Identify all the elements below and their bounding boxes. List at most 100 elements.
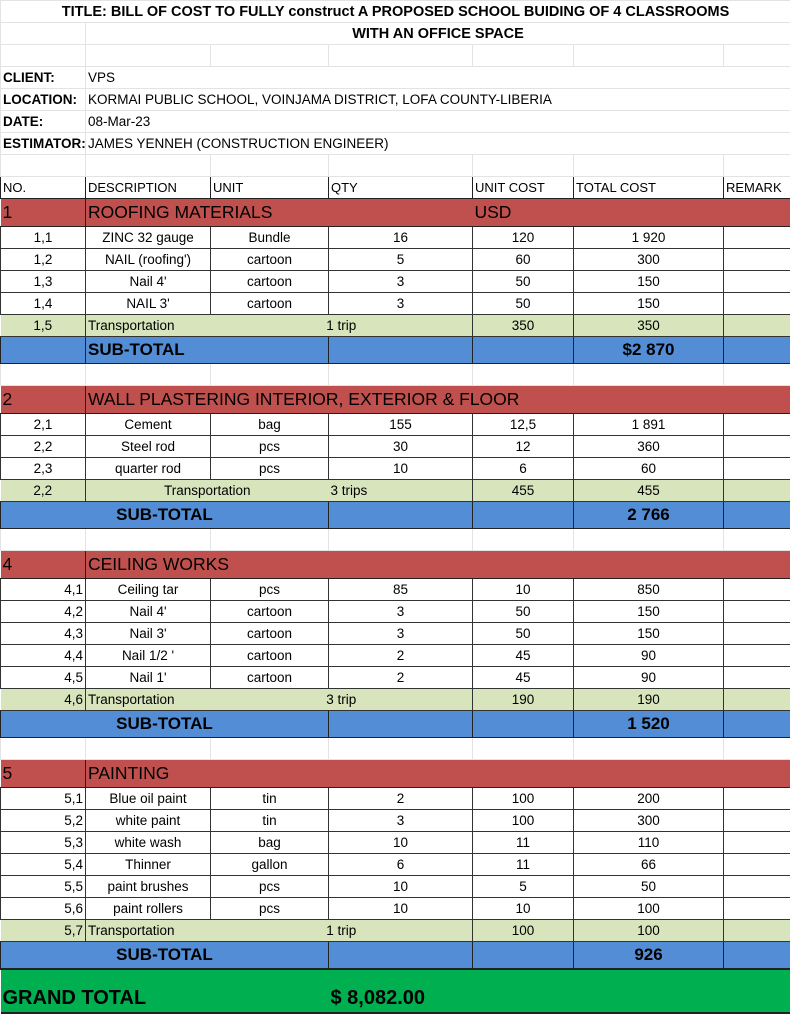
column-header[interactable]: UNIT COST xyxy=(472,176,574,199)
empty-cell[interactable] xyxy=(573,363,724,386)
section-currency[interactable]: USD xyxy=(472,198,574,227)
item-number[interactable]: 5,5 xyxy=(0,875,86,898)
item-unit[interactable]: pcs xyxy=(210,435,329,458)
empty-cell[interactable] xyxy=(472,737,574,760)
empty-cell[interactable] xyxy=(722,710,790,738)
section-title[interactable]: CEILING WORKS xyxy=(85,550,473,579)
transport-trips[interactable]: 3 trips xyxy=(328,479,473,502)
item-unit[interactable]: cartoon xyxy=(210,600,329,623)
item-total-cost[interactable]: 100 xyxy=(573,897,724,920)
item-unit[interactable]: pcs xyxy=(210,875,329,898)
title-line-2[interactable]: WITH AN OFFICE SPACE xyxy=(84,22,790,45)
item-quantity[interactable]: 3 xyxy=(328,622,473,645)
empty-cell[interactable] xyxy=(722,226,790,249)
empty-cell[interactable] xyxy=(210,528,329,551)
item-unit[interactable]: bag xyxy=(210,831,329,854)
empty-cell[interactable] xyxy=(472,154,574,177)
item-total-cost[interactable]: 150 xyxy=(573,622,724,645)
empty-cell[interactable] xyxy=(328,528,473,551)
empty-cell[interactable] xyxy=(722,314,790,337)
item-number[interactable]: 4,5 xyxy=(0,666,86,689)
empty-cell[interactable] xyxy=(722,270,790,293)
item-unit[interactable]: Bundle xyxy=(210,226,329,249)
meta-label[interactable]: CLIENT: xyxy=(0,66,86,89)
empty-cell[interactable] xyxy=(573,759,724,788)
empty-cell[interactable] xyxy=(328,737,473,760)
transport-number[interactable]: 5,7 xyxy=(0,919,86,942)
empty-cell[interactable] xyxy=(573,550,724,579)
section-number[interactable]: 1 xyxy=(0,198,86,227)
column-header[interactable]: NO. xyxy=(0,176,86,199)
transport-number[interactable]: 1,5 xyxy=(0,314,86,337)
item-total-cost[interactable]: 60 xyxy=(573,457,724,480)
empty-cell[interactable] xyxy=(722,897,790,920)
item-total-cost[interactable]: 150 xyxy=(573,270,724,293)
item-quantity[interactable]: 2 xyxy=(328,787,473,810)
item-unit-cost[interactable]: 6 xyxy=(472,457,574,480)
item-total-cost[interactable]: 50 xyxy=(573,875,724,898)
empty-cell[interactable] xyxy=(722,919,790,942)
item-number[interactable]: 4,1 xyxy=(0,578,86,601)
item-number[interactable]: 2,2 xyxy=(0,435,86,458)
item-description[interactable]: Nail 4' xyxy=(85,600,211,623)
empty-cell[interactable] xyxy=(722,435,790,458)
item-number[interactable]: 1,2 xyxy=(0,248,86,271)
grand-total-label[interactable]: GRAND TOTAL xyxy=(0,968,329,1014)
empty-cell[interactable] xyxy=(328,336,473,364)
empty-cell[interactable] xyxy=(722,336,790,364)
subtotal-value[interactable]: 1 520 xyxy=(573,710,724,738)
empty-cell[interactable] xyxy=(328,154,473,177)
item-unit[interactable]: pcs xyxy=(210,578,329,601)
empty-cell[interactable] xyxy=(0,363,86,386)
subtotal-value[interactable]: 2 766 xyxy=(573,501,724,529)
item-description[interactable]: Thinner xyxy=(85,853,211,876)
empty-cell[interactable] xyxy=(0,336,86,364)
item-description[interactable]: quarter rod xyxy=(85,457,211,480)
item-unit[interactable]: bag xyxy=(210,413,329,436)
item-description[interactable]: Nail 4' xyxy=(85,270,211,293)
item-description[interactable]: Nail 1' xyxy=(85,666,211,689)
empty-cell[interactable] xyxy=(722,578,790,601)
item-unit-cost[interactable]: 50 xyxy=(472,292,574,315)
empty-cell[interactable] xyxy=(573,198,724,227)
item-unit-cost[interactable]: 100 xyxy=(472,809,574,832)
item-unit-cost[interactable]: 120 xyxy=(472,226,574,249)
item-number[interactable]: 5,1 xyxy=(0,787,86,810)
meta-label[interactable]: DATE: xyxy=(0,110,86,133)
item-quantity[interactable]: 155 xyxy=(328,413,473,436)
empty-cell[interactable] xyxy=(328,363,473,386)
item-unit[interactable]: cartoon xyxy=(210,292,329,315)
item-quantity[interactable]: 85 xyxy=(328,578,473,601)
item-unit[interactable]: pcs xyxy=(210,457,329,480)
item-quantity[interactable]: 10 xyxy=(328,897,473,920)
item-description[interactable]: Nail 3' xyxy=(85,622,211,645)
item-description[interactable]: paint rollers xyxy=(85,897,211,920)
item-number[interactable]: 1,1 xyxy=(0,226,86,249)
item-total-cost[interactable]: 66 xyxy=(573,853,724,876)
item-number[interactable]: 4,2 xyxy=(0,600,86,623)
item-description[interactable]: NAIL (roofing') xyxy=(85,248,211,271)
item-description[interactable]: white paint xyxy=(85,809,211,832)
subtotal-value[interactable]: 926 xyxy=(573,941,724,970)
item-number[interactable]: 4,4 xyxy=(0,644,86,667)
meta-value[interactable]: JAMES YENNEH (CONSTRUCTION ENGINEER) xyxy=(84,132,790,155)
empty-cell[interactable] xyxy=(85,737,211,760)
empty-cell[interactable] xyxy=(723,968,790,1014)
section-number[interactable]: 5 xyxy=(0,759,86,788)
item-quantity[interactable]: 2 xyxy=(328,666,473,689)
empty-cell[interactable] xyxy=(573,385,724,414)
empty-cell[interactable] xyxy=(722,644,790,667)
item-quantity[interactable]: 3 xyxy=(328,600,473,623)
transport-unit-cost[interactable]: 190 xyxy=(472,688,574,711)
item-number[interactable]: 2,3 xyxy=(0,457,86,480)
item-description[interactable]: white wash xyxy=(85,831,211,854)
meta-label[interactable]: ESTIMATOR: xyxy=(0,132,86,155)
empty-cell[interactable] xyxy=(0,737,86,760)
empty-cell[interactable] xyxy=(85,528,211,551)
item-total-cost[interactable]: 1 891 xyxy=(573,413,724,436)
empty-cell[interactable] xyxy=(472,528,574,551)
transport-unit-cost[interactable]: 350 xyxy=(472,314,574,337)
empty-cell[interactable] xyxy=(722,787,790,810)
empty-cell[interactable] xyxy=(722,941,790,970)
empty-cell[interactable] xyxy=(210,737,329,760)
